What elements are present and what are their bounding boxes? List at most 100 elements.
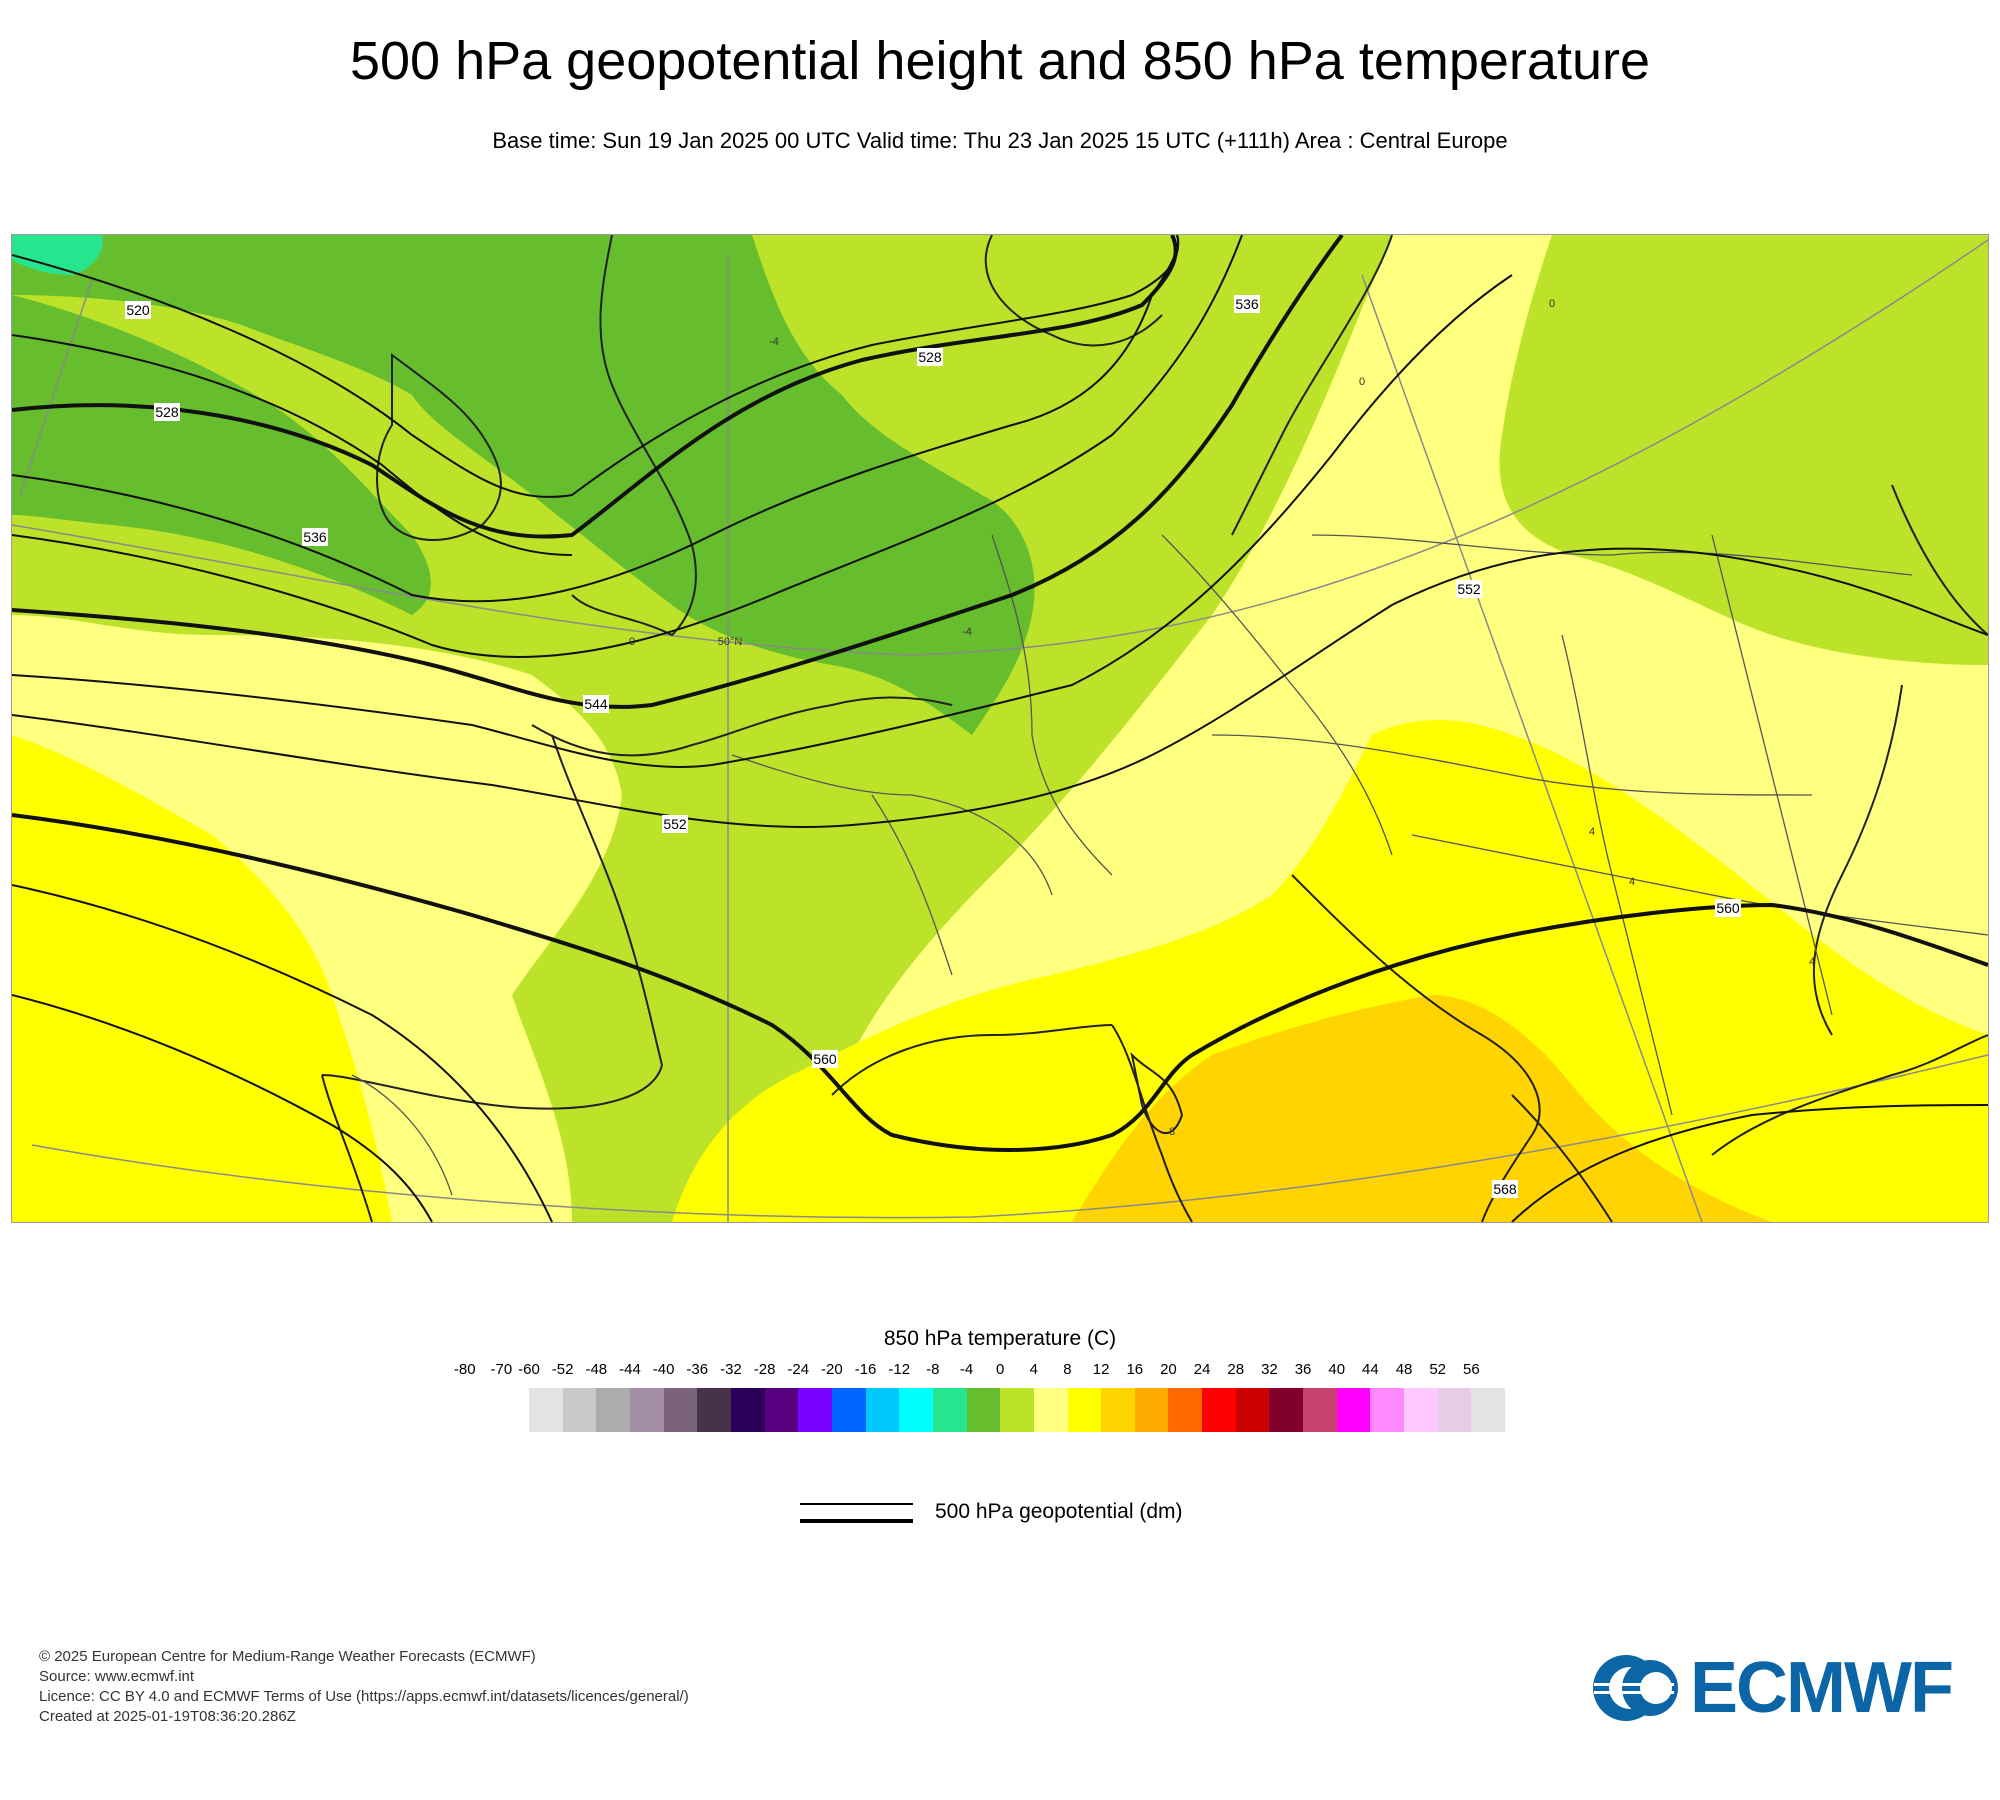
source-text: Source: www.ecmwf.int xyxy=(39,1668,195,1685)
weather-map: 520 528 528 536 536 544 552 552 560 560 … xyxy=(11,234,1989,1223)
shade-minus8-northwest xyxy=(12,235,1035,735)
isotherm-label: -4 xyxy=(962,626,972,638)
legend-colorbar xyxy=(529,1388,1506,1432)
colorbar-swatch xyxy=(1000,1388,1034,1432)
legend-tick-label: -40 xyxy=(652,1361,675,1378)
colorbar-swatch xyxy=(1303,1388,1337,1432)
borders xyxy=(351,534,1988,1196)
colorbar-swatch xyxy=(1404,1388,1438,1432)
colorbar-swatch xyxy=(798,1388,832,1432)
contour-legend: 500 hPa geopotential (dm) xyxy=(800,1500,1300,1530)
legend-tick-label: -8 xyxy=(926,1361,940,1378)
legend-tick-label: -70 xyxy=(490,1361,513,1378)
colorbar-swatch xyxy=(629,1388,664,1432)
colorbar-swatch xyxy=(562,1388,597,1432)
legend-tick-label: -16 xyxy=(854,1361,877,1378)
legend-tick-label: -12 xyxy=(888,1361,911,1378)
contour-label: 528 xyxy=(918,349,942,365)
colorbar-swatch xyxy=(730,1388,765,1432)
shade-minus4-northeast xyxy=(1499,235,1988,665)
colorbar-swatch xyxy=(865,1388,900,1432)
legend-tick-label: 28 xyxy=(1227,1361,1245,1378)
coastlines xyxy=(321,235,1988,1222)
contour-label: 536 xyxy=(303,529,327,545)
legend-tick-label: 56 xyxy=(1463,1361,1480,1378)
geopotential-contours xyxy=(12,235,1988,1222)
contour-label: 560 xyxy=(1716,900,1740,916)
contour-label: 552 xyxy=(1457,581,1481,597)
ecmwf-logo: ECMWF xyxy=(1590,1652,1970,1724)
colorbar-swatch xyxy=(1101,1388,1135,1432)
legend-tick-label: -28 xyxy=(753,1361,776,1378)
created-text: Created at 2025-01-19T08:36:20.286Z xyxy=(39,1708,296,1725)
isotherm-label: 8 xyxy=(1169,1126,1175,1138)
legend-tick-label: -80 xyxy=(453,1361,476,1378)
legend-tick-label: -20 xyxy=(821,1361,843,1378)
colorbar-swatch xyxy=(1067,1388,1102,1432)
ecmwf-logo-text: ECMWF xyxy=(1690,1648,1954,1728)
graticule xyxy=(12,239,1988,1222)
shade-4-south xyxy=(12,735,392,1222)
colorbar-swatch xyxy=(1168,1388,1203,1432)
colorbar-swatch xyxy=(764,1388,799,1432)
legend-tick-label: 32 xyxy=(1261,1361,1278,1378)
colorbar-swatch xyxy=(1033,1388,1068,1432)
graticule-label: 50°N xyxy=(718,636,743,648)
legend-tick-label: 52 xyxy=(1429,1361,1447,1378)
colorbar-swatch xyxy=(697,1388,731,1432)
colorbar-swatch xyxy=(1235,1388,1270,1432)
contour-label: 528 xyxy=(155,404,179,420)
colorbar-swatch xyxy=(932,1388,967,1432)
isotherm-label: -4 xyxy=(769,336,779,348)
contour-label: 552 xyxy=(663,816,687,832)
colorbar-swatch xyxy=(1269,1388,1304,1432)
colorbar-swatch xyxy=(831,1388,866,1432)
isotherm-label: 0 xyxy=(1549,298,1555,310)
legend-ticks: -80 -70 -60 -52 -48 -44 -40 -36 -32 -28 -24 -20 -16-… xyxy=(454,1361,1520,1381)
licence-text: Licence: CC BY 4.0 and ECMWF Terms of Us… xyxy=(39,1688,689,1705)
legend-tick-label: -44 xyxy=(619,1361,641,1378)
contour-label: 560 xyxy=(813,1051,837,1067)
contour-label-group: 520 528 528 536 536 544 552 552 560 560 … xyxy=(125,295,1741,1198)
colorbar-swatch xyxy=(1336,1388,1371,1432)
legend-tick-label: 0 xyxy=(996,1361,1005,1378)
colorbar-swatch xyxy=(1437,1388,1472,1432)
contour-legend-label: 500 hPa geopotential (dm) xyxy=(935,1500,1183,1523)
legend-tick-label: 48 xyxy=(1395,1361,1413,1378)
legend-tick-label: 12 xyxy=(1092,1361,1110,1378)
shade-4-southcentral xyxy=(672,720,1988,1222)
legend-tick-label: -60 xyxy=(518,1361,540,1378)
legend-tick-label: -24 xyxy=(787,1361,810,1378)
legend-tick-label: -4 xyxy=(959,1361,974,1378)
chart-title: 500 hPa geopotential height and 850 hPa … xyxy=(349,31,1650,91)
colorbar-swatch xyxy=(663,1388,698,1432)
legend-tick-label: 40 xyxy=(1328,1361,1346,1378)
legend-tick-label: -48 xyxy=(585,1361,608,1378)
colorbar-swatch xyxy=(1471,1388,1506,1432)
legend-tick-label: -32 xyxy=(720,1361,742,1378)
ecmwf-logo-icon xyxy=(1593,1655,1678,1721)
legend-tick-label: 24 xyxy=(1193,1361,1211,1378)
isotherm-label: 4 xyxy=(1809,956,1815,968)
colorbar-swatch xyxy=(899,1388,933,1432)
copyright-text: © 2025 European Centre for Medium-Range … xyxy=(39,1648,536,1665)
legend-tick-label: 16 xyxy=(1126,1361,1144,1378)
colorbar-swatch xyxy=(1370,1388,1405,1432)
contour-label: 520 xyxy=(126,302,150,318)
contour-legend-thin-line xyxy=(800,1503,913,1505)
legend-tick-label: 8 xyxy=(1063,1361,1072,1378)
legend-tick-label: 4 xyxy=(1029,1361,1038,1378)
contour-legend-thick-line xyxy=(800,1519,913,1523)
legend-tick-label: -52 xyxy=(551,1361,574,1378)
colorbar-swatch xyxy=(966,1388,1001,1432)
legend-tick-label: 36 xyxy=(1294,1361,1312,1378)
contour-label: 568 xyxy=(1493,1181,1517,1197)
colorbar-swatch xyxy=(529,1388,563,1432)
chart-subtitle: Base time: Sun 19 Jan 2025 00 UTC Valid … xyxy=(492,128,1508,153)
contour-label: 536 xyxy=(1235,296,1259,312)
colorbar-swatch xyxy=(1202,1388,1236,1432)
legend-title: 850 hPa temperature (C) xyxy=(883,1327,1117,1350)
legend-tick-label: 44 xyxy=(1362,1361,1379,1378)
isotherm-label: 4 xyxy=(1629,876,1635,888)
legend-tick-label: 20 xyxy=(1160,1361,1177,1378)
